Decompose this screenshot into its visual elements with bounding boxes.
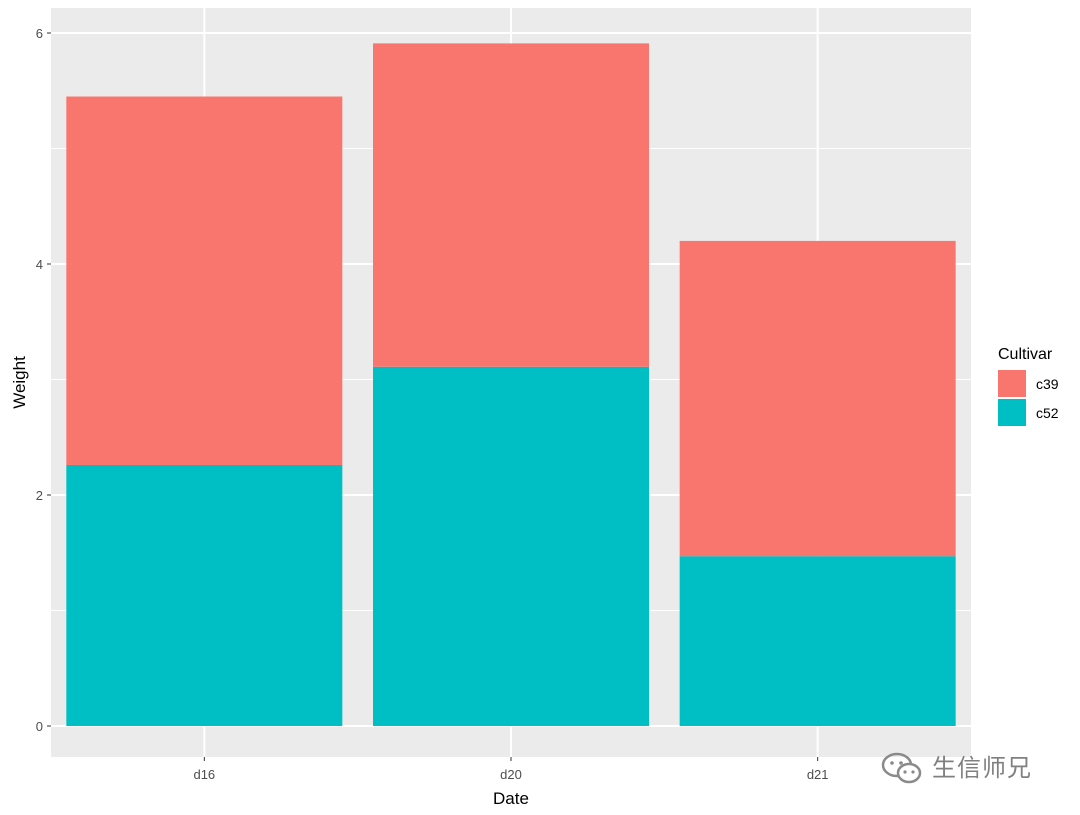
- y-tick-label: 2: [36, 488, 43, 503]
- y-tick-label: 4: [36, 257, 43, 272]
- wechat-icon: [881, 752, 922, 784]
- bar-d21-c52: [679, 556, 956, 726]
- x-axis-title: Date: [493, 789, 529, 808]
- watermark: 生信师兄: [880, 750, 1070, 786]
- legend-label-c39: c39: [1036, 376, 1059, 392]
- watermark-text: 生信师兄: [932, 754, 1032, 782]
- legend-swatch-c52: [998, 399, 1026, 426]
- bar-d16-c39: [66, 96, 343, 465]
- y-tick-label: 6: [36, 26, 43, 41]
- x-tick-label: d21: [807, 767, 829, 782]
- bar-d20-c52: [373, 366, 649, 726]
- bar-d21-c39: [679, 240, 956, 557]
- x-tick-label: d16: [193, 767, 215, 782]
- legend-label-c52: c52: [1036, 405, 1059, 421]
- legend-swatch-c39: [998, 370, 1026, 397]
- legend-title: Cultivar: [998, 346, 1053, 363]
- x-tick-label: d20: [500, 767, 522, 782]
- y-axis-title: Weight: [10, 356, 29, 409]
- bar-d16-c52: [66, 464, 343, 726]
- bar-d20-c39: [373, 43, 649, 367]
- y-tick-label: 0: [36, 719, 43, 734]
